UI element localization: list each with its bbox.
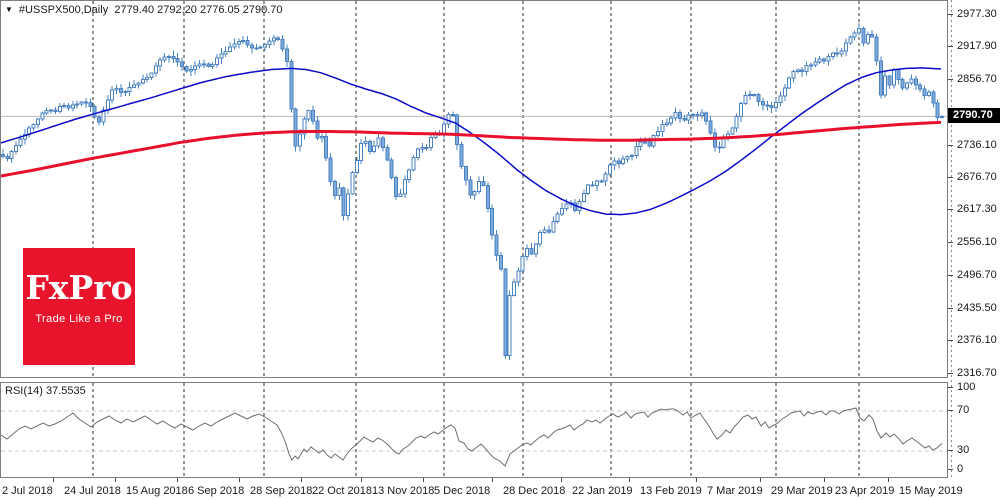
rsi-indicator-panel[interactable]: [0, 382, 948, 478]
date-tick-label: 15 May 2019: [899, 485, 963, 497]
chart-menu-triangle-icon[interactable]: ▼: [5, 5, 13, 14]
price-tick-label: 2676.70: [957, 170, 997, 183]
date-tick: [423, 478, 424, 482]
date-tick-label: 5 Dec 2018: [434, 485, 491, 497]
date-tick-label: 13 Feb 2019: [640, 485, 702, 497]
fxpro-brand-text: FxPro: [25, 268, 133, 307]
rsi-scale-tick: [948, 409, 953, 411]
rsi-value: 37.5535: [45, 385, 86, 397]
price-tick: [948, 13, 953, 15]
symbol-timeframe-label: #USSPX500,Daily: [18, 4, 109, 16]
panel-splitter[interactable]: [0, 378, 948, 382]
rsi-name: RSI(14): [5, 385, 43, 397]
date-tick: [824, 478, 825, 482]
date-tick: [888, 478, 889, 482]
rsi-scale-tick: [948, 386, 953, 388]
price-tick: [948, 242, 953, 244]
rsi-scale-label: 70: [957, 403, 970, 416]
date-tick-label: 24 Jul 2018: [64, 485, 121, 497]
date-tick-label: 29 Mar 2019: [771, 485, 833, 497]
rsi-scale-label: 0: [957, 462, 964, 475]
fxpro-logo: FxPro Trade Like a Pro: [23, 248, 135, 365]
date-tick-label: 6 Sep 2018: [188, 485, 245, 497]
date-tick: [361, 478, 362, 482]
price-tick-label: 2556.10: [957, 236, 997, 249]
chart-title: ▼ #USSPX500,Daily 2779.40 2792.20 2776.05…: [5, 4, 283, 16]
price-tick-label: 2376.10: [957, 334, 997, 347]
price-tick: [948, 144, 953, 146]
price-tick-label: 2496.70: [957, 268, 997, 281]
rsi-chart-canvas[interactable]: [1, 383, 947, 477]
price-tick: [948, 79, 953, 81]
price-tick-label: 2316.70: [957, 366, 997, 379]
date-tick: [629, 478, 630, 482]
ma-fast-line: [1, 67, 942, 216]
price-tick-label: 2977.30: [957, 7, 997, 20]
price-tick: [948, 45, 953, 47]
price-axis[interactable]: 2977.30 2917.90 2856.70 2736.10 2676.70 2617.…: [948, 0, 1000, 478]
date-tick-label: 28 Sep 2018: [250, 485, 313, 497]
ma-slow-line: [1, 120, 942, 178]
rsi-scale-label: 30: [957, 443, 970, 456]
price-tick: [948, 176, 953, 178]
candles: [1, 23, 944, 361]
price-tick-label: 2617.30: [957, 203, 997, 216]
price-tick-label: 2736.10: [957, 138, 997, 151]
price-tick: [948, 274, 953, 276]
price-tick: [948, 307, 953, 309]
date-tick-label: 23 Apr 2019: [835, 485, 895, 497]
rsi-scale-tick: [948, 449, 953, 451]
time-axis[interactable]: 2 Jul 2018 24 Jul 2018 15 Aug 2018 6 Sep 20…: [0, 478, 1000, 500]
rsi-line: [1, 407, 943, 467]
price-tick-label: 2856.70: [957, 73, 997, 86]
fxpro-tagline-text: Trade Like a Pro: [35, 313, 123, 325]
date-tick: [53, 478, 54, 482]
date-tick-label: 28 Dec 2018: [503, 485, 566, 497]
main-chart-panel[interactable]: [0, 0, 948, 378]
main-chart-canvas[interactable]: [1, 1, 947, 377]
price-tick-label: 2435.50: [957, 301, 997, 314]
price-tick: [948, 340, 953, 342]
date-tick-label: 22 Jan 2019: [572, 485, 633, 497]
rsi-indicator-label: RSI(14) 37.5535: [5, 385, 86, 397]
date-tick: [561, 478, 562, 482]
date-tick: [239, 478, 240, 482]
date-tick: [760, 478, 761, 482]
price-tick: [948, 209, 953, 211]
price-axis-separator-line: [951, 0, 952, 478]
date-tick-label: 22 Oct 2018: [312, 485, 372, 497]
date-tick-label: 15 Aug 2018: [126, 485, 188, 497]
date-tick: [492, 478, 493, 482]
date-tick: [115, 478, 116, 482]
price-tick-label: 2917.90: [957, 39, 997, 52]
rsi-scale-label: 100: [957, 380, 976, 393]
date-tick-label: 7 Mar 2019: [707, 485, 763, 497]
date-tick-label: 13 Nov 2018: [372, 485, 435, 497]
current-price-tag: 2790.70: [948, 107, 1000, 123]
price-tick: [948, 372, 953, 374]
date-tick: [301, 478, 302, 482]
ohlc-values: 2779.40 2792.20 2776.05 2790.70: [114, 4, 283, 16]
date-tick: [696, 478, 697, 482]
rsi-scale-tick: [948, 468, 953, 470]
date-tick-label: 2 Jul 2018: [2, 485, 53, 497]
date-tick: [177, 478, 178, 482]
